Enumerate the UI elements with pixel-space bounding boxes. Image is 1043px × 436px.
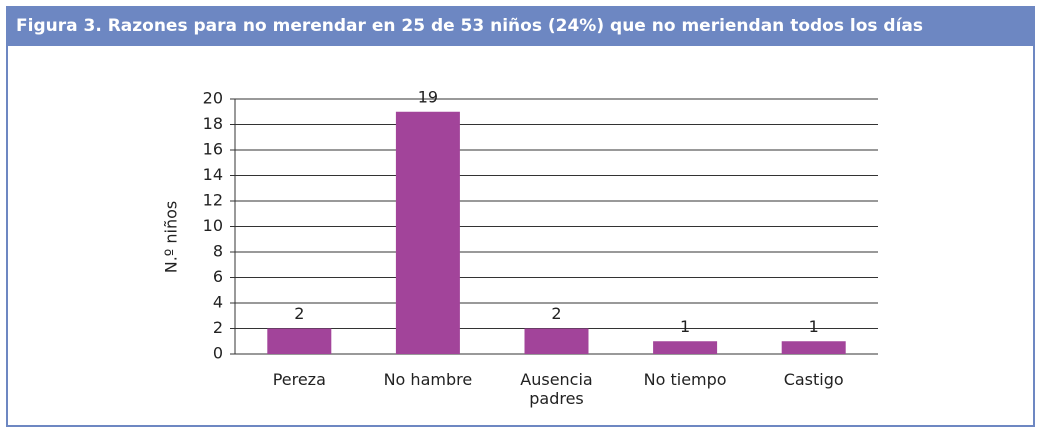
y-tick-label: 12 xyxy=(203,191,223,210)
data-label: 1 xyxy=(680,317,690,336)
chart-title: Figura 3. Razones para no merendar en 25… xyxy=(6,6,1035,46)
x-tick-label: No hambre xyxy=(383,370,473,389)
y-tick-label: 6 xyxy=(213,267,223,286)
data-label: 1 xyxy=(809,317,819,336)
data-label: 19 xyxy=(418,87,438,106)
y-tick-label: 20 xyxy=(203,89,223,108)
bar xyxy=(781,341,846,354)
y-tick-label: 0 xyxy=(213,344,223,363)
x-tick-label: No tiempo xyxy=(643,370,727,389)
x-tick-label: Castigo xyxy=(783,370,844,389)
y-tick-label: 14 xyxy=(203,165,223,184)
y-tick-label: 8 xyxy=(213,242,223,261)
x-tick-label: Pereza xyxy=(272,370,326,389)
bar xyxy=(524,328,589,354)
y-tick-label: 16 xyxy=(203,140,223,159)
y-tick-label: 10 xyxy=(203,216,223,235)
bar xyxy=(653,341,718,354)
data-label: 2 xyxy=(294,304,304,323)
data-label: 2 xyxy=(551,304,561,323)
x-tick-label: Ausencia padres xyxy=(520,370,593,408)
y-tick-label: 4 xyxy=(213,293,223,312)
y-tick-label: 18 xyxy=(203,114,223,133)
bar xyxy=(267,328,332,354)
y-tick-label: 2 xyxy=(213,318,223,337)
bar xyxy=(395,111,460,354)
y-axis-label: N.º niños xyxy=(162,201,181,274)
